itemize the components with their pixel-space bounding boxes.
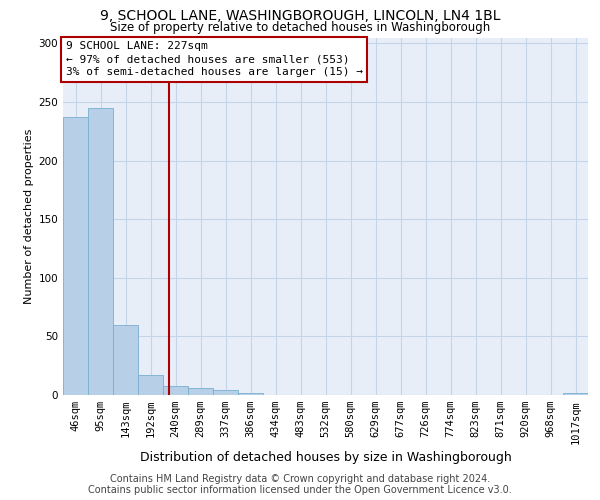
Text: Contains public sector information licensed under the Open Government Licence v3: Contains public sector information licen… bbox=[88, 485, 512, 495]
Bar bbox=[163, 386, 188, 395]
Bar bbox=[238, 392, 263, 395]
Text: Size of property relative to detached houses in Washingborough: Size of property relative to detached ho… bbox=[110, 21, 490, 34]
Bar bbox=[138, 375, 163, 395]
Text: Contains HM Land Registry data © Crown copyright and database right 2024.: Contains HM Land Registry data © Crown c… bbox=[110, 474, 490, 484]
X-axis label: Distribution of detached houses by size in Washingborough: Distribution of detached houses by size … bbox=[140, 450, 511, 464]
Bar bbox=[213, 390, 238, 395]
Bar bbox=[563, 392, 588, 395]
Bar bbox=[63, 117, 88, 395]
Bar bbox=[113, 324, 138, 395]
Bar bbox=[188, 388, 213, 395]
Bar bbox=[88, 108, 113, 395]
Y-axis label: Number of detached properties: Number of detached properties bbox=[24, 128, 34, 304]
Text: 9 SCHOOL LANE: 227sqm
← 97% of detached houses are smaller (553)
3% of semi-deta: 9 SCHOOL LANE: 227sqm ← 97% of detached … bbox=[65, 41, 362, 78]
Text: 9, SCHOOL LANE, WASHINGBOROUGH, LINCOLN, LN4 1BL: 9, SCHOOL LANE, WASHINGBOROUGH, LINCOLN,… bbox=[100, 9, 500, 23]
